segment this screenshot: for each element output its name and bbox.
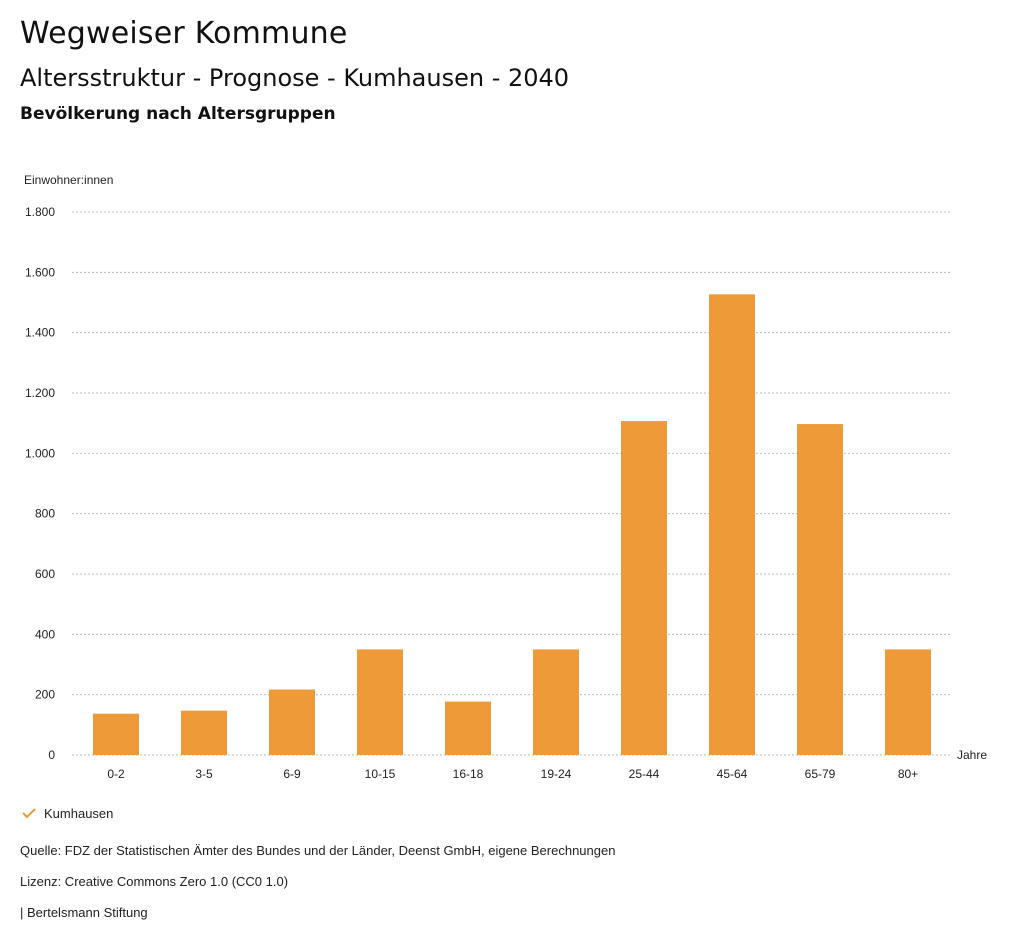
x-tick-label: 45-64 (717, 767, 748, 781)
x-tick-label: 16-18 (453, 767, 484, 781)
x-tick-label: 80+ (898, 767, 918, 781)
x-tick-label: 65-79 (805, 767, 836, 781)
y-tick-label: 1.400 (25, 326, 55, 340)
bar-45-64[interactable] (709, 294, 755, 755)
x-tick-label: 3-5 (195, 767, 213, 781)
x-tick-label: 0-2 (107, 767, 125, 781)
y-tick-labels: 0 200 400 600 800 1.000 1.200 1.400 1.600 1.800 (25, 205, 55, 762)
x-tick-label: 10-15 (365, 767, 396, 781)
license-note: Lizenz: Creative Commons Zero 1.0 (CC0 1… (20, 874, 289, 889)
bar-25-44[interactable] (621, 421, 667, 755)
bar-0-2[interactable] (93, 713, 139, 755)
chart-section-title: Bevölkerung nach Altersgruppen (20, 104, 336, 124)
bar-3-5[interactable] (181, 710, 227, 755)
x-tick-label: 19-24 (541, 767, 572, 781)
y-tick-label: 1.200 (25, 386, 55, 400)
bar-16-18[interactable] (445, 701, 491, 755)
bar-chart: Einwohner:innen Jahre 0 200 400 600 800 1.000… (24, 173, 987, 781)
y-tick-label: 0 (48, 748, 55, 762)
bars (93, 294, 931, 755)
legend-label: Kumhausen (44, 805, 114, 821)
y-tick-label: 200 (35, 688, 55, 702)
x-tick-label: 25-44 (629, 767, 660, 781)
y-tick-label: 1.000 (25, 446, 55, 460)
x-tick-labels: 0-2 3-5 6-9 10-15 16-18 19-24 25-44 45-64 65-79 8… (107, 767, 918, 781)
bar-10-15[interactable] (357, 649, 403, 755)
y-axis-label: Einwohner:innen (24, 173, 113, 187)
y-tick-label: 1.800 (25, 205, 55, 219)
check-icon (22, 808, 36, 819)
bar-65-79[interactable] (797, 424, 843, 755)
y-tick-label: 1.600 (25, 265, 55, 279)
bar-80+[interactable] (885, 649, 931, 755)
source-note: Quelle: FDZ der Statistischen Ämter des … (20, 843, 616, 858)
y-tick-label: 600 (35, 567, 55, 581)
publisher-link[interactable]: | Bertelsmann Stiftung (20, 905, 148, 920)
y-tick-label: 800 (35, 507, 55, 521)
page-title: Wegweiser Kommune (20, 16, 348, 51)
y-tick-label: 400 (35, 627, 55, 641)
x-axis-label: Jahre (957, 748, 987, 762)
bar-19-24[interactable] (533, 649, 579, 755)
x-tick-label: 6-9 (283, 767, 301, 781)
bar-6-9[interactable] (269, 689, 315, 755)
legend-item-kumhausen[interactable]: Kumhausen (20, 803, 113, 823)
chart-subtitle: Altersstruktur - Prognose - Kumhausen - … (20, 64, 570, 92)
